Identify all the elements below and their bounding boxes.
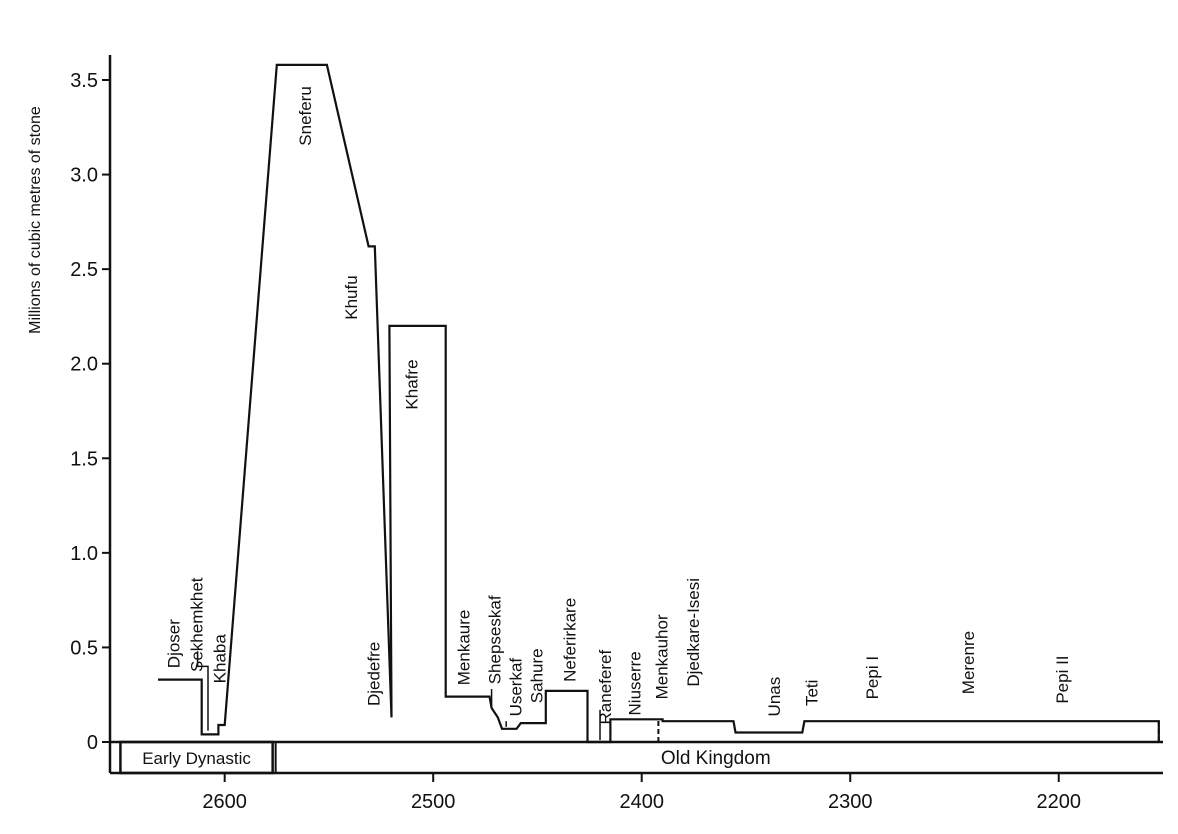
reign-label: Shepseskaf [486,595,505,684]
reign-label: Sahure [527,648,546,703]
sekhemkhet-leader [196,651,209,731]
y-tick-label: 3.5 [70,70,98,92]
reign-label: Djedefre [365,642,384,706]
x-tick-label: 2500 [411,791,456,813]
y-axis-title: Millions of cubic metres of stone [27,106,44,334]
reign-label: Khafre [402,359,421,409]
y-tick-label: 0.5 [70,637,98,659]
x-ticks-group: 2600 2500 2400 2300 2200 [202,773,1081,813]
axes-group: Millions of cubic metres of stone [27,55,1163,775]
y-ticks-group: 0 0.5 1.0 1.5 2.0 2.5 3.0 3.5 [70,70,110,754]
x-tick-label: 2300 [828,791,873,813]
reign-label: Djoser [165,619,184,668]
period-boxes-group: Early Dynastic Old Kingdom [119,740,771,775]
volume-series-line [158,63,1160,744]
reign-label: Unas [765,677,784,717]
y-tick-label: 1.5 [70,448,98,470]
reign-label: Khufu [342,275,361,319]
x-tick-label: 2200 [1036,791,1081,813]
reign-label: Raneferef [596,650,615,725]
reign-label: Menkaure [454,610,473,686]
reign-label: Pepi I [863,656,882,699]
reign-label: Userkaf [507,658,526,717]
reign-label: Niuserre [625,651,644,715]
y-tick-label: 2.5 [70,259,98,281]
reign-label: Pepi II [1053,655,1072,703]
x-tick-label: 2400 [619,791,664,813]
reign-label: Khaba [210,634,229,684]
x-tick-label: 2600 [202,791,247,813]
y-tick-label: 1.0 [70,543,98,565]
reign-label: Teti [803,680,822,706]
period-label: Old Kingdom [661,748,771,769]
series-group [158,63,1160,744]
reign-labels-group: Djoser Sekhemkhet Khaba Sneferu Khufu Djedefr… [165,86,1072,731]
reign-label: Menkauhor [652,614,671,699]
period-label: Early Dynastic [142,749,251,768]
y-tick-label: 2.0 [70,354,98,376]
reign-label: Djedkare-Isesi [684,578,703,687]
reign-label: Neferirkare [561,598,580,682]
y-tick-label: 3.0 [70,165,98,187]
period-box-early-dynastic [119,740,274,775]
y-tick-label: 0 [87,732,98,754]
reign-label: Sneferu [296,86,315,146]
reign-label: Sekhemkhet [187,577,206,672]
reign-label: Merenre [959,631,978,694]
